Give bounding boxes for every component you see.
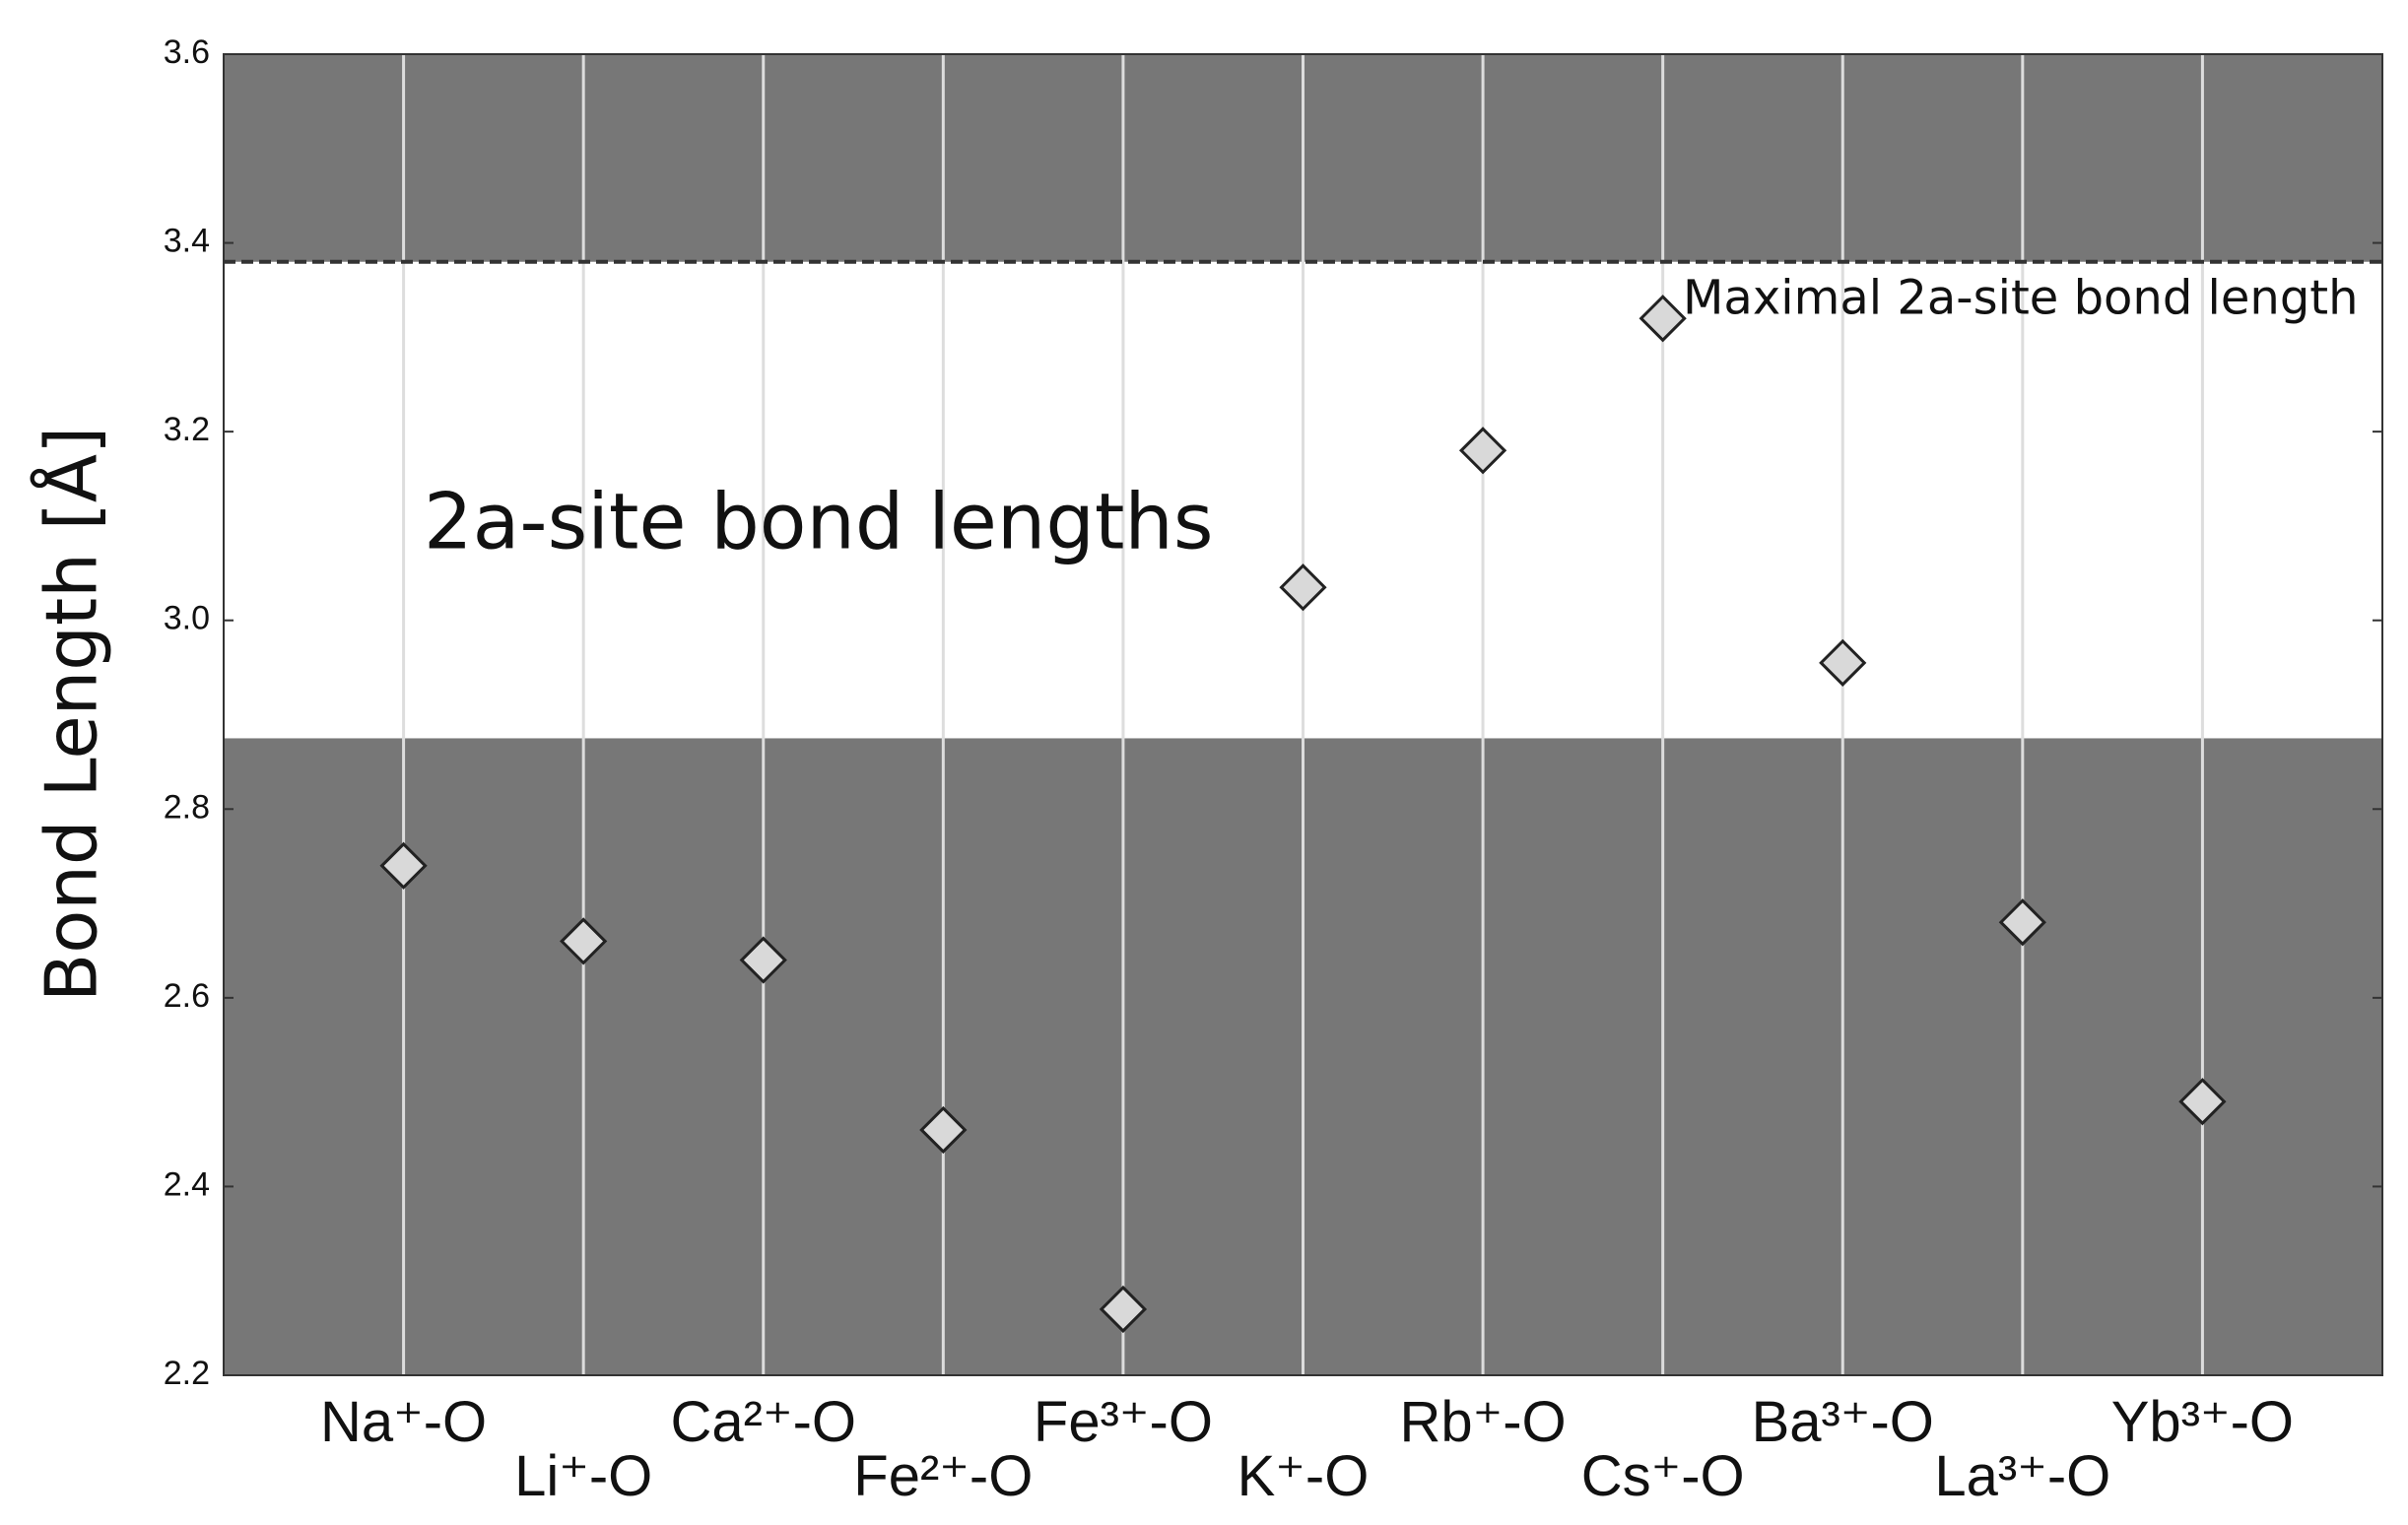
y-tick-label: 2.2 [164,1355,210,1392]
y-tick-label: 3.0 [164,600,210,637]
y-tick-label: 2.6 [164,977,210,1015]
y-axis-label: Bond Length [Å] [31,427,113,1002]
point [1639,295,1687,343]
x-tick-label: Fe²⁺-O [853,1444,1033,1508]
point [739,936,787,984]
point [1099,1285,1148,1334]
x-tick-label: Ca²⁺-O [671,1390,857,1454]
point [2178,1078,2227,1126]
y-tick-label: 3.4 [164,223,210,260]
y-tick-label: 3.2 [164,411,210,448]
highlight-label: 2a-site bond lengths [424,478,1213,566]
point [1819,638,1867,687]
x-tick-label: Fe³⁺-O [1034,1390,1213,1454]
point [919,1105,968,1155]
y-tick-label: 2.8 [164,788,210,826]
x-tick-label: Cs⁺-O [1581,1444,1745,1508]
x-tick-label: Li⁺-O [514,1444,652,1508]
x-tick-label: La³⁺-O [1934,1444,2110,1508]
point [1998,898,2046,947]
x-tick-label: Na⁺-O [320,1390,487,1454]
reference-label: Maximal 2a-site bond length [1683,271,2359,326]
point [1458,427,1507,475]
x-tick-label: K⁺-O [1237,1444,1370,1508]
plot-frame [223,53,2383,1376]
y-tick-label: 3.6 [164,33,210,71]
point [1279,564,1327,612]
point [560,917,608,965]
x-tick-label: Ba³⁺-O [1752,1390,1934,1454]
x-tick-label: Yb³⁺-O [2111,1390,2294,1454]
point [379,841,428,890]
y-tick-label: 2.4 [164,1165,210,1203]
x-tick-label: Rb⁺-O [1399,1390,1566,1454]
